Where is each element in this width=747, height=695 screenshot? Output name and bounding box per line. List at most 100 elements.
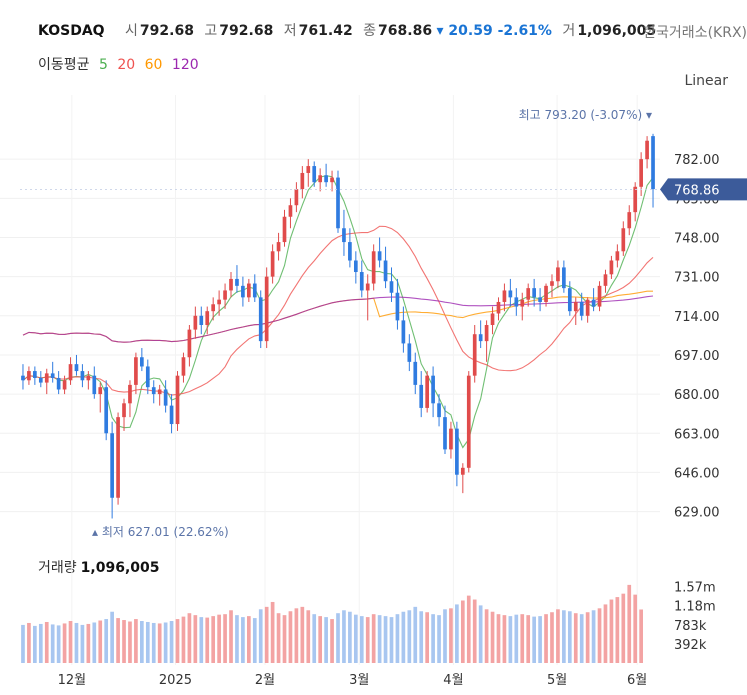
candle-body: [579, 301, 584, 316]
candle-body: [645, 140, 649, 160]
volume-bar: [56, 625, 61, 663]
scale-mode-button[interactable]: Linear: [684, 73, 728, 89]
candle-body: [116, 417, 120, 498]
volume-bar: [621, 593, 626, 663]
candle-body: [223, 290, 227, 300]
ma-5-label[interactable]: 5: [98, 57, 108, 73]
candle-body: [603, 274, 608, 286]
volume-bar: [472, 599, 477, 663]
volume-bar: [312, 614, 317, 663]
candle-body: [651, 136, 655, 190]
moving-average-legend: 이동평균 5 20 60 120: [38, 54, 204, 74]
volume-bar: [579, 614, 584, 663]
candle-body: [627, 212, 632, 229]
x-tick-label: 2025: [159, 673, 192, 688]
candle-body: [538, 297, 542, 302]
candle-body: [145, 366, 150, 388]
volume-title-label: 거: [38, 560, 51, 576]
candle-body: [110, 433, 114, 498]
volume-bar: [140, 621, 144, 663]
x-tick-label: 3월: [349, 673, 369, 688]
candle-body: [27, 371, 31, 381]
volume-bar: [573, 613, 578, 663]
quote-header: KOSDAQ 시 792.68 고 792.68 저 761.42 종 768.86 ▾…: [38, 20, 656, 40]
close-label: 종: [363, 23, 377, 39]
candle-body: [324, 175, 328, 183]
volume-bar: [246, 616, 251, 663]
candle-body: [175, 375, 180, 425]
candle-body: [157, 389, 162, 395]
candle-body: [294, 189, 299, 206]
exchange-name: 한국거래소(KRX): [643, 25, 747, 41]
ma-20-line: [22, 225, 654, 396]
y-tick-label: 663.00: [674, 427, 720, 442]
y-tick-label: 748.00: [674, 231, 720, 246]
y-tick-label: 731.00: [674, 271, 720, 286]
candle-body: [86, 375, 91, 381]
high-value: 792.68: [219, 23, 274, 39]
volume-tick-label: 1.18m: [674, 599, 716, 614]
candle-body: [353, 260, 358, 273]
max-price-annotation: 최고 793.20 (-3.07%) ▾: [519, 108, 652, 122]
ma-60-label[interactable]: 60: [144, 57, 163, 73]
volume-bar: [157, 623, 162, 663]
open-value: 792.68: [139, 23, 194, 39]
volume-bar: [300, 606, 305, 663]
volume-value: 1,096,005: [577, 23, 657, 39]
candle-body: [235, 278, 239, 286]
volume-bar: [526, 615, 531, 663]
volume-bar: [348, 611, 352, 663]
volume-bar: [181, 616, 186, 663]
grid: [0, 95, 660, 665]
volume-title-value: 1,096,005: [80, 560, 160, 576]
candle-body: [413, 361, 418, 385]
candle-body: [122, 403, 126, 418]
last-price-tag: [660, 178, 747, 201]
volume-bar: [413, 606, 418, 663]
candle-body: [520, 299, 525, 307]
candle-body: [389, 281, 394, 293]
candle-body: [466, 375, 471, 468]
volume-bar: [383, 616, 388, 663]
candle-body: [128, 384, 132, 404]
volume-bar: [502, 615, 507, 663]
ma-20-label[interactable]: 20: [117, 57, 136, 73]
volume-bar: [92, 622, 97, 663]
volume-bar: [407, 610, 412, 663]
volume-bar: [466, 595, 471, 663]
volume-bar: [199, 617, 204, 663]
volume-bar: [639, 609, 643, 663]
candle-body: [270, 251, 275, 277]
volume-bar: [431, 614, 435, 663]
candle-body: [449, 428, 453, 450]
y-tick-label: 646.00: [674, 466, 720, 481]
high-label: 고: [204, 23, 218, 39]
candle-body: [455, 428, 459, 475]
candle-body: [478, 334, 483, 342]
candle-body: [573, 301, 578, 312]
volume-bar: [175, 619, 180, 663]
candle-body: [484, 325, 489, 342]
y-tick-label: 714.00: [674, 310, 720, 325]
candle-body: [490, 313, 495, 325]
volume-bar: [490, 611, 495, 663]
ma-120-label[interactable]: 120: [171, 57, 199, 73]
candle-body: [615, 251, 620, 261]
candle-body: [258, 297, 263, 342]
candle-body: [169, 405, 174, 425]
candle-body: [229, 278, 233, 291]
candle-body: [44, 373, 49, 383]
candle-body: [621, 228, 626, 252]
y-tick-label: 629.00: [674, 506, 720, 521]
volume-bar: [145, 621, 150, 663]
open-label: 시: [125, 23, 138, 39]
volume-bar: [98, 620, 103, 663]
candle-body: [377, 251, 382, 261]
candle-body: [50, 373, 55, 378]
volume-bar: [68, 621, 73, 663]
candle-body: [425, 375, 430, 408]
volume-bar: [128, 621, 132, 663]
candle-body: [437, 403, 441, 418]
volume-bar: [443, 609, 447, 663]
